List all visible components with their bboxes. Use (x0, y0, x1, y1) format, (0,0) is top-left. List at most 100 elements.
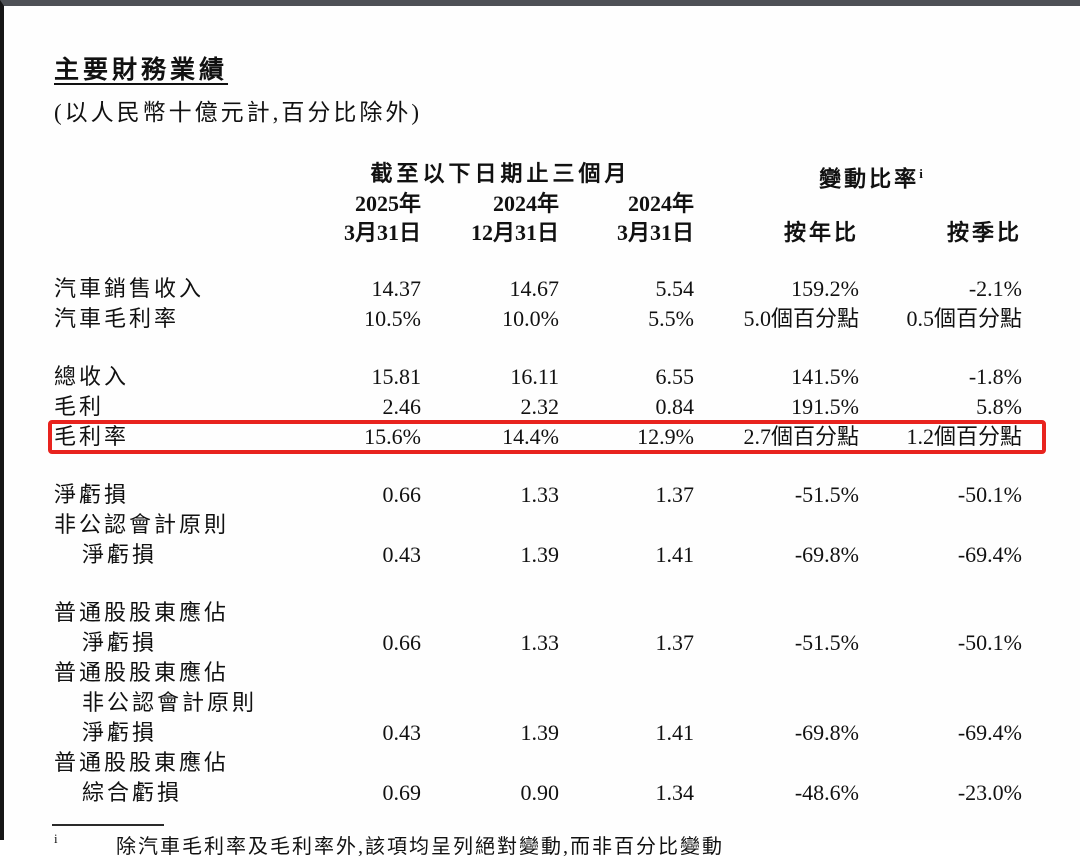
row-label: 總收入 (54, 364, 130, 389)
table-row-total-revenue: 總收入 15.81 16.11 6.55 141.5% -1.8% (54, 362, 1022, 392)
cell-value: 0.84 (655, 394, 695, 419)
row-label: 淨虧損 (82, 630, 158, 655)
table-row-gross-profit: 毛利 2.46 2.32 0.84 191.5% 5.8% (54, 392, 1022, 422)
table-row-attributable-non-gaap-net-loss: 淨虧損 0.43 1.39 1.41 -69.8% -69.4% (54, 718, 1022, 748)
header-col-date-1: 3月31日 (343, 220, 421, 245)
cell-value: 0.69 (382, 780, 422, 805)
cell-value: -69.8% (794, 542, 859, 567)
cell-value: 15.81 (371, 364, 422, 389)
cell-value: 0.5個百分點 (906, 306, 1022, 331)
header-col-year-1: 2025年 (354, 191, 421, 216)
table-row-gross-margin: 毛利率 15.6% 14.4% 12.9% 2.7個百分點 1.2個百分點 (48, 420, 1046, 454)
footnote-marker: i (54, 831, 58, 846)
cell-value (421, 510, 559, 540)
header-year-row: 2025年 2024年 2024年 (54, 189, 1022, 218)
cell-value: 14.67 (509, 276, 560, 301)
cell-value: 0.66 (382, 630, 422, 655)
cell-value (694, 598, 859, 628)
table-row-attributable-label-2: 普通股股東應佔 (54, 658, 1022, 688)
cell-value: 14.4% (502, 424, 559, 449)
page-title: 主要財務業績 (54, 57, 229, 84)
header-date-row: 3月31日 12月31日 3月31日 按年比 按季比 (54, 218, 1022, 247)
cell-value: 0.90 (520, 780, 560, 805)
key-financial-results-table: 截至以下日期止三個月 變動比率i 2025年 2024年 2024年 3月31日… (48, 159, 1046, 808)
cell-value (694, 688, 859, 718)
header-group-row: 截至以下日期止三個月 變動比率i (54, 159, 1022, 192)
cell-value: 1.41 (655, 720, 695, 745)
row-label: 普通股股東應佔 (54, 660, 230, 685)
cell-value (421, 658, 559, 688)
header-spacer (54, 218, 307, 247)
cell-value (859, 688, 1022, 718)
cell-value: 1.37 (655, 630, 695, 655)
header-col-qoq: 按季比 (946, 220, 1022, 245)
table-row-non-gaap-label: 非公認會計原則 (54, 510, 1022, 540)
cell-value: 15.6% (364, 424, 421, 449)
cell-value: 1.41 (655, 542, 695, 567)
table-row-attributable-label-3: 普通股股東應佔 (54, 748, 1022, 778)
cell-value: -2.1% (968, 276, 1022, 301)
table-row-comprehensive-loss: 綜合虧損 0.69 0.90 1.34 -48.6% -23.0% (54, 778, 1022, 808)
footnote-separator (52, 824, 164, 826)
cell-value: 0.66 (382, 482, 422, 507)
cell-value: -51.5% (794, 482, 859, 507)
cell-value: 6.55 (655, 364, 695, 389)
table-row-net-loss: 淨虧損 0.66 1.33 1.37 -51.5% -50.1% (54, 480, 1022, 510)
cell-value: -50.1% (957, 630, 1022, 655)
cell-value: 1.39 (520, 542, 560, 567)
cell-value (307, 688, 421, 718)
cell-value: -48.6% (794, 780, 859, 805)
row-label: 綜合虧損 (82, 780, 183, 805)
header-period-span: 截至以下日期止三個月 (370, 161, 631, 186)
cell-value (421, 688, 559, 718)
footnote: i 除汽車毛利率及毛利率外,該項均呈列絕對變動,而非百分比變動 (54, 830, 1080, 859)
cell-value: 1.33 (520, 482, 560, 507)
cell-value (559, 748, 694, 778)
cell-value: 5.0個百分點 (743, 306, 859, 331)
row-label: 非公認會計原則 (54, 512, 230, 537)
cell-value: 14.37 (371, 276, 422, 301)
cell-value (859, 510, 1022, 540)
cell-value (859, 598, 1022, 628)
cell-value: 1.37 (655, 482, 695, 507)
footnote-ref-superscript: i (919, 166, 923, 181)
row-label: 毛利 (54, 394, 105, 419)
header-col-year-2: 2024年 (492, 191, 559, 216)
cell-value: -23.0% (957, 780, 1022, 805)
cell-value: 1.33 (520, 630, 560, 655)
row-label: 非公認會計原則 (82, 690, 258, 715)
cell-value: 1.34 (655, 780, 695, 805)
cell-value: 5.5% (648, 306, 694, 331)
cell-value (694, 510, 859, 540)
row-label: 普通股股東應佔 (54, 600, 230, 625)
cell-value: 12.9% (637, 424, 694, 449)
cell-value (694, 658, 859, 688)
cell-value (307, 658, 421, 688)
header-col-yoy: 按年比 (783, 220, 859, 245)
cell-value (421, 598, 559, 628)
cell-value: 0.43 (382, 542, 422, 567)
cell-value: 10.5% (364, 306, 421, 331)
cell-value: 1.39 (520, 720, 560, 745)
header-col-year-3: 2024年 (627, 191, 694, 216)
table-body: 汽車銷售收入 14.37 14.67 5.54 159.2% -2.1% 汽車毛… (48, 274, 1046, 808)
table-header: 截至以下日期止三個月 變動比率i 2025年 2024年 2024年 3月31日… (54, 159, 1022, 247)
header-change-label: 變動比率 (819, 166, 920, 192)
row-label: 淨虧損 (82, 542, 158, 567)
row-label: 毛利率 (54, 424, 130, 449)
row-label: 汽車銷售收入 (54, 276, 205, 301)
cell-value: 16.11 (510, 364, 559, 389)
row-label: 汽車毛利率 (54, 306, 180, 331)
table-row-vehicle-sales-revenue: 汽車銷售收入 14.37 14.67 5.54 159.2% -2.1% (54, 274, 1022, 304)
table-row-attributable-label: 普通股股東應佔 (54, 598, 1022, 628)
header-col-date-2: 12月31日 (470, 220, 559, 245)
cell-value (307, 510, 421, 540)
cell-value: 1.2個百分點 (906, 424, 1022, 449)
cell-value (559, 598, 694, 628)
cell-value: 159.2% (791, 276, 859, 301)
page-subtitle: (以人民幣十億元計,百分比除外) (54, 100, 423, 125)
cell-value: -51.5% (794, 630, 859, 655)
cell-value (859, 748, 1022, 778)
cell-value: 2.7個百分點 (743, 424, 859, 449)
row-label: 淨虧損 (54, 482, 130, 507)
